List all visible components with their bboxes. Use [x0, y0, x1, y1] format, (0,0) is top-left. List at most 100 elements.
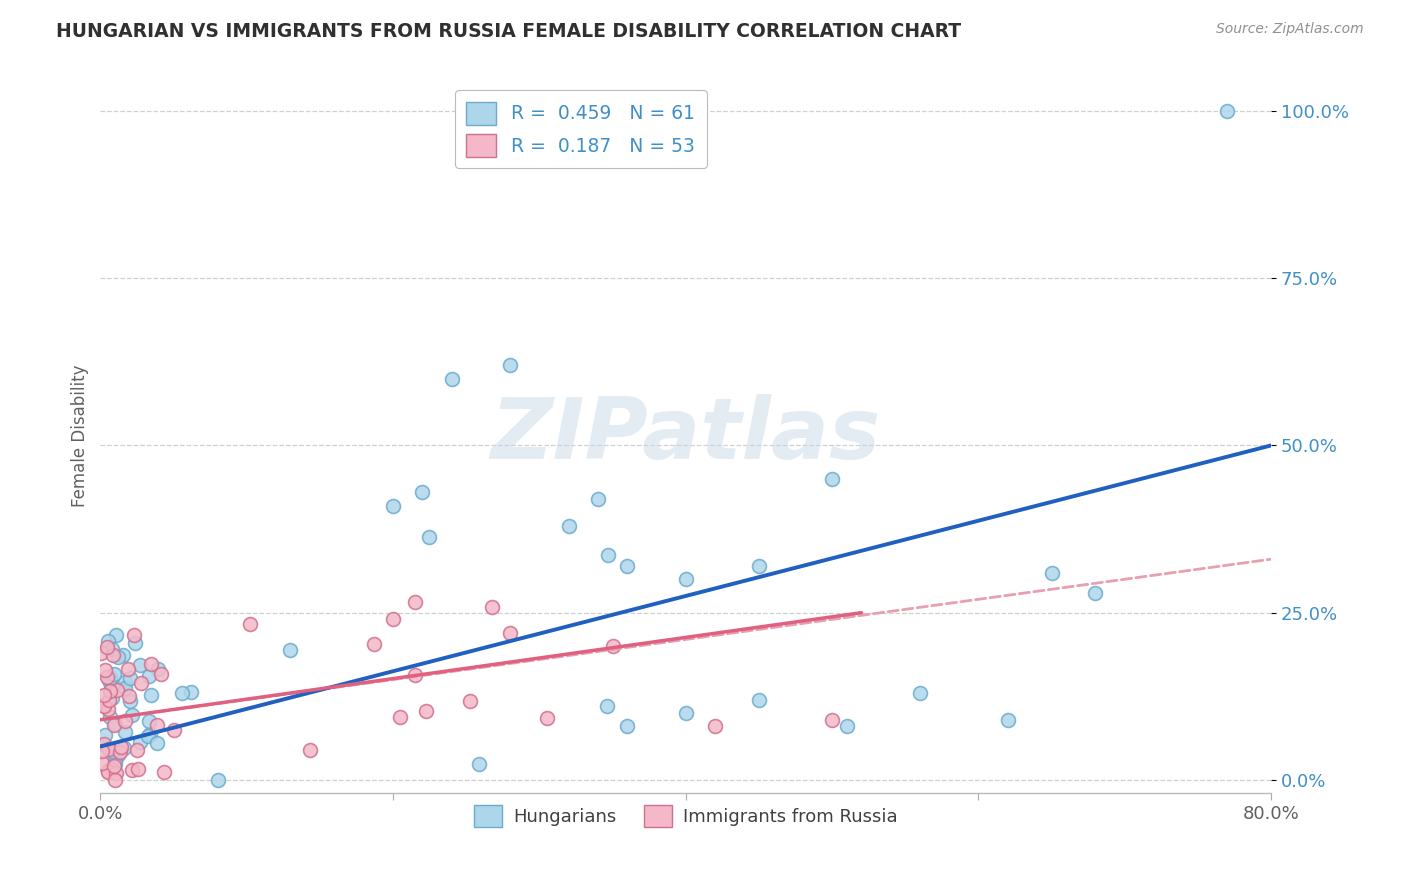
Point: [104, 716, 127, 731]
Point: [107, 650, 129, 665]
Point: [104, 628, 127, 642]
Point: [460, 694, 482, 708]
Text: Source: ZipAtlas.com: Source: ZipAtlas.com: [1216, 22, 1364, 37]
Point: [96, 640, 118, 654]
Point: [586, 491, 609, 506]
Point: [114, 725, 136, 739]
Point: [104, 766, 127, 780]
Point: [163, 723, 186, 737]
Point: [997, 713, 1019, 727]
Point: [114, 741, 136, 756]
Point: [835, 719, 858, 733]
Point: [748, 692, 770, 706]
Point: [117, 662, 139, 676]
Point: [418, 530, 440, 544]
Point: [97, 742, 120, 756]
Point: [598, 548, 620, 562]
Point: [98, 692, 121, 706]
Point: [114, 681, 136, 695]
Point: [382, 499, 405, 513]
Point: [138, 727, 160, 741]
Point: [103, 758, 125, 772]
Point: [121, 707, 143, 722]
Point: [1216, 103, 1239, 118]
Point: [468, 756, 491, 771]
Point: [363, 637, 385, 651]
Point: [93, 663, 115, 677]
Point: [129, 657, 152, 672]
Point: [98, 710, 121, 724]
Point: [129, 676, 152, 690]
Point: [111, 648, 134, 662]
Point: [148, 662, 170, 676]
Point: [96, 670, 118, 684]
Point: [499, 358, 522, 372]
Point: [91, 756, 114, 771]
Point: [404, 595, 426, 609]
Point: [908, 686, 931, 700]
Point: [150, 667, 173, 681]
Point: [101, 642, 124, 657]
Point: [138, 714, 160, 728]
Legend: Hungarians, Immigrants from Russia: Hungarians, Immigrants from Russia: [467, 798, 905, 834]
Point: [103, 717, 125, 731]
Point: [207, 772, 229, 787]
Point: [404, 668, 426, 682]
Point: [121, 763, 143, 777]
Point: [114, 714, 136, 729]
Point: [616, 558, 638, 573]
Point: [97, 764, 120, 779]
Point: [114, 674, 136, 689]
Y-axis label: Female Disability: Female Disability: [72, 364, 89, 507]
Point: [136, 729, 159, 743]
Point: [1084, 585, 1107, 599]
Point: [557, 518, 579, 533]
Point: [411, 485, 433, 500]
Point: [481, 599, 503, 614]
Text: HUNGARIAN VS IMMIGRANTS FROM RUSSIA FEMALE DISABILITY CORRELATION CHART: HUNGARIAN VS IMMIGRANTS FROM RUSSIA FEMA…: [56, 22, 962, 41]
Point: [278, 643, 301, 657]
Point: [748, 558, 770, 573]
Point: [107, 747, 129, 762]
Point: [104, 754, 127, 768]
Point: [499, 625, 522, 640]
Point: [103, 667, 125, 681]
Point: [122, 628, 145, 642]
Point: [440, 371, 463, 385]
Point: [98, 670, 121, 684]
Point: [93, 698, 115, 713]
Point: [104, 772, 127, 787]
Point: [382, 612, 405, 626]
Point: [139, 657, 162, 671]
Point: [129, 734, 152, 748]
Point: [104, 757, 127, 772]
Text: ZIPatlas: ZIPatlas: [491, 394, 880, 477]
Point: [239, 616, 262, 631]
Point: [180, 685, 202, 699]
Point: [821, 472, 844, 486]
Point: [675, 572, 697, 586]
Point: [145, 718, 167, 732]
Point: [93, 688, 115, 702]
Point: [98, 673, 121, 688]
Point: [118, 694, 141, 708]
Point: [91, 698, 114, 712]
Point: [415, 705, 437, 719]
Point: [616, 719, 638, 733]
Point: [97, 702, 120, 716]
Point: [127, 763, 149, 777]
Point: [127, 743, 149, 757]
Point: [704, 719, 727, 733]
Point: [170, 686, 193, 700]
Point: [118, 689, 141, 703]
Point: [93, 737, 115, 751]
Point: [821, 713, 844, 727]
Point: [90, 646, 112, 660]
Point: [98, 683, 121, 698]
Point: [120, 671, 142, 685]
Point: [1040, 566, 1063, 580]
Point: [602, 639, 624, 653]
Point: [596, 698, 619, 713]
Point: [138, 669, 160, 683]
Point: [97, 764, 120, 778]
